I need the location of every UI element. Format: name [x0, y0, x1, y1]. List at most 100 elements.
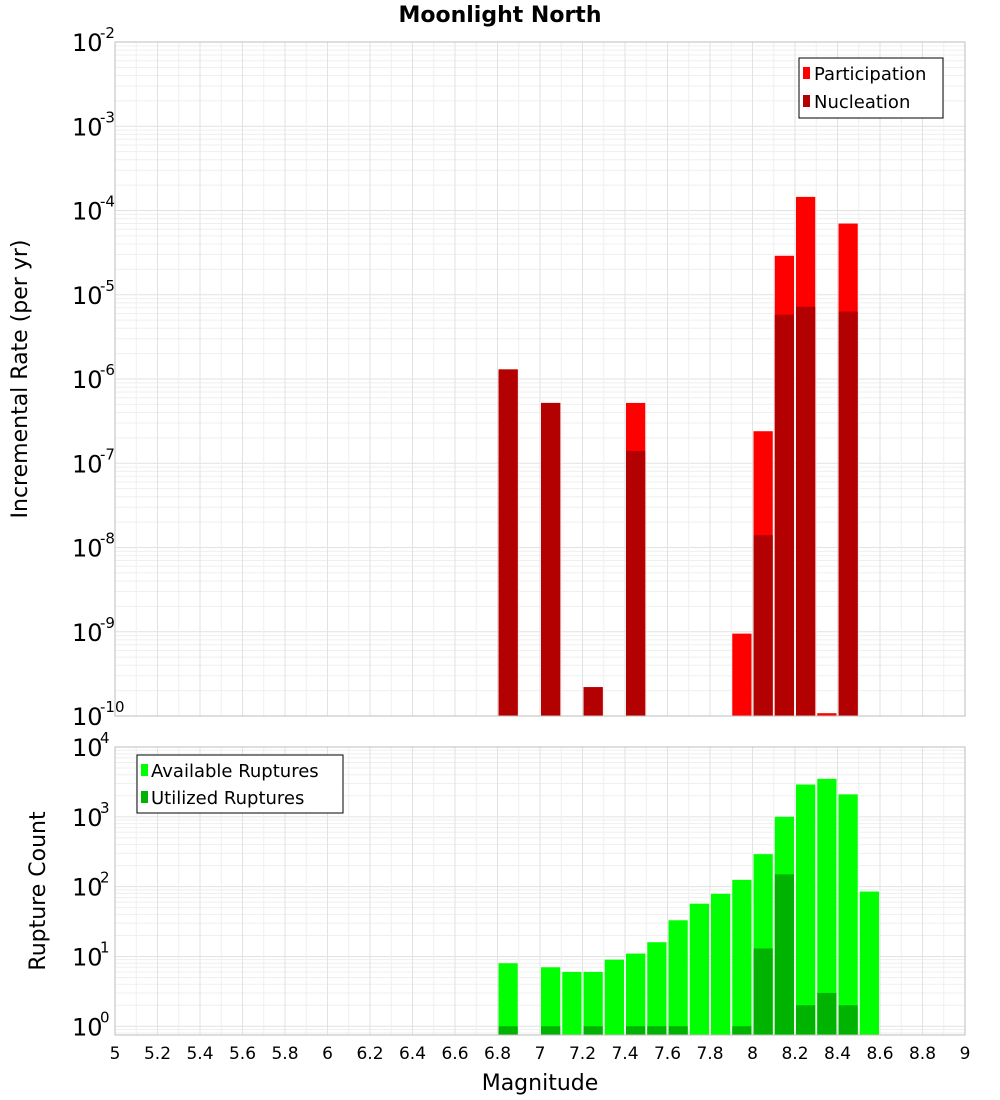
y-tick-exponent: 1: [100, 938, 110, 956]
bar-available-ruptures: [838, 794, 858, 1035]
bar-utilized-ruptures: [626, 1026, 646, 1035]
bottom-bars: [498, 778, 879, 1035]
bar-utilized-ruptures: [838, 1005, 858, 1035]
x-tick-label: 7.8: [696, 1044, 723, 1064]
x-tick-label: 5.8: [271, 1044, 298, 1064]
x-tick-label: 8.4: [824, 1044, 851, 1064]
x-tick-label: 6: [322, 1044, 333, 1064]
bar-nucleation: [583, 687, 603, 716]
x-tick-label: 8.6: [866, 1044, 893, 1064]
y-tick-exponent: -5: [100, 277, 115, 295]
bar-nucleation: [796, 306, 816, 716]
y-tick-label: 10: [72, 874, 103, 902]
legend-swatch-utilized: [141, 791, 148, 803]
bar-utilized-ruptures: [732, 1026, 752, 1035]
x-tick-label: 5.6: [229, 1044, 256, 1064]
y-tick-label: 10: [72, 113, 103, 141]
bar-nucleation: [838, 311, 858, 716]
y-tick-label: 10: [72, 282, 103, 310]
y-tick-label: 10: [72, 1013, 103, 1041]
x-tick-label: 5.4: [186, 1044, 213, 1064]
y-tick-exponent: 4: [100, 729, 110, 747]
bottom-legend-box: [136, 754, 344, 814]
y-tick-label: 10: [72, 734, 103, 762]
bar-available-ruptures: [732, 879, 752, 1035]
bar-available-ruptures: [498, 963, 518, 1035]
y-tick-exponent: -10: [100, 698, 125, 716]
bar-nucleation: [498, 369, 518, 716]
bar-nucleation: [541, 402, 561, 716]
bar-available-ruptures: [583, 971, 603, 1035]
x-tick-label: 6.4: [399, 1044, 426, 1064]
legend-label-nucleation: Nucleation: [814, 92, 910, 113]
bar-available-ruptures: [817, 778, 837, 1035]
bar-utilized-ruptures: [668, 1026, 688, 1035]
x-tick-label: 8: [747, 1044, 758, 1064]
top-y-axis-label: Incremental Rate (per yr): [8, 240, 33, 519]
top-plot-area: [114, 41, 966, 717]
bottom-legend: Available Ruptures Utilized Ruptures: [136, 754, 344, 814]
bar-nucleation: [626, 450, 646, 716]
bar-utilized-ruptures: [541, 1026, 561, 1035]
x-tick-label: 9: [960, 1044, 971, 1064]
bar-participation: [817, 713, 837, 716]
bar-utilized-ruptures: [583, 1026, 603, 1035]
y-tick-exponent: -9: [100, 614, 115, 632]
y-tick-label: 10: [72, 29, 103, 57]
y-tick-exponent: -3: [100, 108, 115, 126]
legend-swatch-nucleation: [803, 95, 810, 107]
bar-utilized-ruptures: [647, 1026, 667, 1035]
top-grid: [114, 42, 966, 717]
top-bars: [498, 196, 858, 717]
y-tick-exponent: -8: [100, 530, 115, 548]
bar-available-ruptures: [711, 893, 731, 1035]
bar-utilized-ruptures: [753, 948, 773, 1035]
chart-title: Moonlight North: [398, 3, 601, 28]
y-tick-exponent: 2: [100, 869, 110, 887]
y-tick-label: 10: [72, 198, 103, 226]
bar-participation: [732, 633, 752, 716]
bar-available-ruptures: [668, 920, 688, 1035]
y-tick-label: 10: [72, 619, 103, 647]
bottom-plot-area: [114, 746, 966, 1036]
y-tick-label: 10: [72, 943, 103, 971]
x-tick-label: 8.2: [781, 1044, 808, 1064]
x-ticks: 5 5.2 5.4 5.6 5.8 6 6.2 6.4 6.6 6.8 7 7.2 7.4 7.6 7.8 8…: [110, 1044, 971, 1064]
legend-swatch-participation: [803, 67, 810, 79]
y-tick-exponent: -2: [100, 24, 115, 42]
x-tick-label: 6.8: [484, 1044, 511, 1064]
bar-available-ruptures: [647, 942, 667, 1035]
bar-available-ruptures: [562, 971, 582, 1035]
x-tick-label: 7.6: [654, 1044, 681, 1064]
bar-utilized-ruptures: [817, 992, 837, 1035]
bar-nucleation: [753, 535, 773, 716]
y-tick-exponent: 3: [100, 799, 110, 817]
y-tick-label: 10: [72, 535, 103, 563]
x-tick-label: 7.4: [611, 1044, 638, 1064]
y-tick-label: 10: [72, 366, 103, 394]
legend-label-available: Available Ruptures: [151, 761, 319, 782]
y-tick-label: 10: [72, 703, 103, 731]
x-tick-label: 6.2: [356, 1044, 383, 1064]
bar-available-ruptures: [689, 903, 709, 1035]
legend-swatch-available: [141, 764, 148, 776]
bar-available-ruptures: [796, 784, 816, 1035]
top-legend-box: [798, 57, 944, 119]
x-tick-label: 5.2: [144, 1044, 171, 1064]
legend-label-participation: Participation: [814, 64, 926, 85]
x-tick-label: 7: [535, 1044, 546, 1064]
x-tick-label: 6.6: [441, 1044, 468, 1064]
y-tick-exponent: -4: [100, 193, 115, 211]
bottom-y-axis-label: Rupture Count: [26, 811, 51, 971]
y-tick-label: 10: [72, 804, 103, 832]
bar-available-ruptures: [541, 967, 561, 1035]
y-tick-exponent: 0: [100, 1008, 110, 1026]
x-tick-label: 5: [110, 1044, 121, 1064]
legend-label-utilized: Utilized Ruptures: [151, 788, 304, 809]
y-tick-exponent: -7: [100, 445, 115, 463]
